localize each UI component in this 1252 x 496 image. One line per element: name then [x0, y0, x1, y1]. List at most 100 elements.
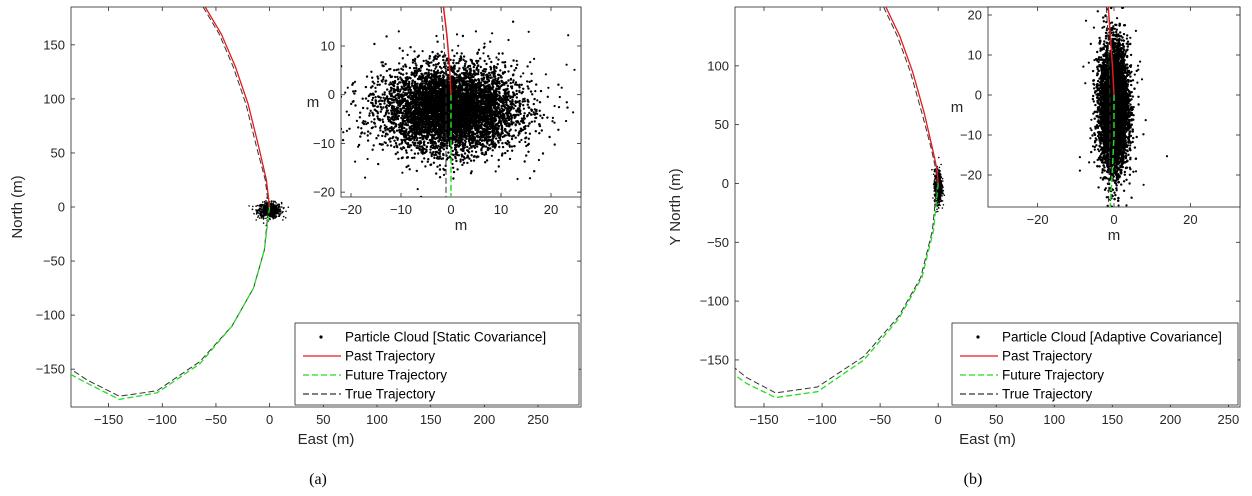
inset-x-tick-label: 0	[447, 202, 454, 217]
inset-y-tick-label: 10	[321, 38, 335, 53]
inset-particle-point	[455, 159, 458, 163]
inset-particle-point	[397, 78, 400, 81]
inset-particle-point	[458, 79, 461, 83]
particle-point	[248, 205, 250, 207]
inset-particle-point	[383, 91, 386, 94]
particle-point	[271, 208, 274, 211]
inset-particle-point	[389, 144, 393, 147]
inset-particle-point	[486, 78, 489, 81]
inset-particle-point	[473, 146, 477, 149]
inset-particle-point	[477, 68, 480, 72]
inset-particle-point	[484, 68, 488, 71]
inset-particle-point	[452, 177, 455, 180]
particle-point	[259, 210, 261, 213]
inset-particle-point	[516, 120, 519, 123]
inset-particle-point	[524, 124, 527, 128]
inset-particle-point	[470, 170, 473, 173]
inset-particle-point	[388, 83, 391, 86]
inset-particle-point	[393, 81, 397, 85]
inset-particle-point	[485, 125, 488, 129]
particle-point	[261, 215, 264, 218]
inset-particle-point	[477, 48, 481, 51]
y-tick-label: −150	[36, 362, 65, 377]
inset-particle-point	[393, 79, 397, 83]
y-tick-label: −100	[36, 308, 65, 323]
inset-particle-point	[485, 141, 489, 144]
inset-particle-point	[390, 101, 394, 105]
inset-particle-point	[520, 83, 523, 87]
inset-particle-point	[398, 62, 401, 65]
inset-particle-point	[437, 144, 440, 148]
inset-particle-point	[533, 170, 536, 173]
inset-particle-point	[492, 89, 496, 93]
inset-particle-point	[454, 155, 457, 158]
legend-entry: Past Trajectory	[345, 349, 435, 364]
inset-particle-point	[523, 112, 526, 115]
inset-particle-point	[454, 146, 458, 149]
inset-particle-point	[421, 73, 424, 76]
inset-particle-point	[378, 119, 382, 122]
inset-particle-point	[432, 69, 436, 73]
inset-particle-point	[364, 120, 367, 123]
x-tick-label: −50	[205, 412, 227, 427]
inset-particle-point	[499, 69, 502, 72]
inset-particle-point	[540, 129, 543, 132]
inset-particle-point	[415, 169, 418, 173]
inset-particle-point	[387, 112, 390, 115]
inset-particle-point	[400, 138, 403, 142]
inset-particle-point	[438, 155, 442, 158]
inset-particle-point	[523, 127, 526, 131]
particle-point	[257, 216, 259, 218]
inset-particle-point	[499, 113, 502, 117]
inset-particle-point	[526, 65, 529, 68]
inset-particle-point	[500, 104, 503, 108]
inset-particle-point	[514, 136, 517, 139]
inset-particle-point	[413, 50, 416, 53]
inset-particle-point	[474, 150, 478, 154]
particle-point	[258, 213, 261, 215]
inset-particle-point	[428, 64, 431, 68]
particle-point	[252, 205, 254, 208]
inset-particle-point	[489, 74, 492, 77]
inset-particle-point	[395, 68, 398, 72]
inset-particle-point	[403, 126, 406, 130]
inset-particle-point	[524, 131, 527, 135]
inset-particle-point	[501, 142, 504, 145]
inset-particle-point	[451, 158, 454, 161]
particle-point	[259, 205, 262, 207]
inset-particle-point	[505, 81, 508, 84]
particle-point	[255, 219, 257, 221]
inset-particle-point	[480, 71, 483, 75]
inset-particle-point	[399, 125, 402, 128]
particle-point	[282, 219, 284, 221]
inset-particle-point	[379, 105, 383, 109]
inset-particle-point	[514, 104, 517, 108]
inset-particle-point	[425, 150, 428, 153]
inset-particle-point	[398, 81, 401, 84]
inset-particle-point	[526, 103, 529, 106]
inset-particle-point	[461, 163, 464, 167]
inset-particle-point	[393, 69, 396, 72]
inset-particle-point	[485, 159, 489, 162]
inset-particle-point	[395, 136, 398, 139]
inset-particle-point	[413, 152, 417, 155]
x-tick-label: 50	[316, 412, 330, 427]
inset-particle-point	[508, 157, 512, 161]
inset-particle-point	[511, 98, 514, 102]
x-tick-label: −150	[94, 412, 123, 427]
inset-particle-point	[394, 142, 398, 145]
inset-particle-point	[416, 137, 419, 140]
inset-particle-point	[546, 116, 549, 119]
inset-particle-point	[366, 121, 369, 125]
particle-point	[264, 213, 267, 216]
particle-point	[274, 206, 277, 208]
inset-particle-point	[533, 120, 536, 123]
inset-particle-point	[452, 153, 455, 157]
y-tick-label: 100	[43, 91, 65, 106]
inset-particle-point	[455, 52, 459, 55]
inset-x-tick-label: 10	[494, 202, 508, 217]
inset-particle-point	[353, 92, 356, 95]
inset-particle-point	[467, 64, 470, 68]
particle-point	[280, 212, 282, 215]
inset-particle-point	[507, 79, 510, 82]
